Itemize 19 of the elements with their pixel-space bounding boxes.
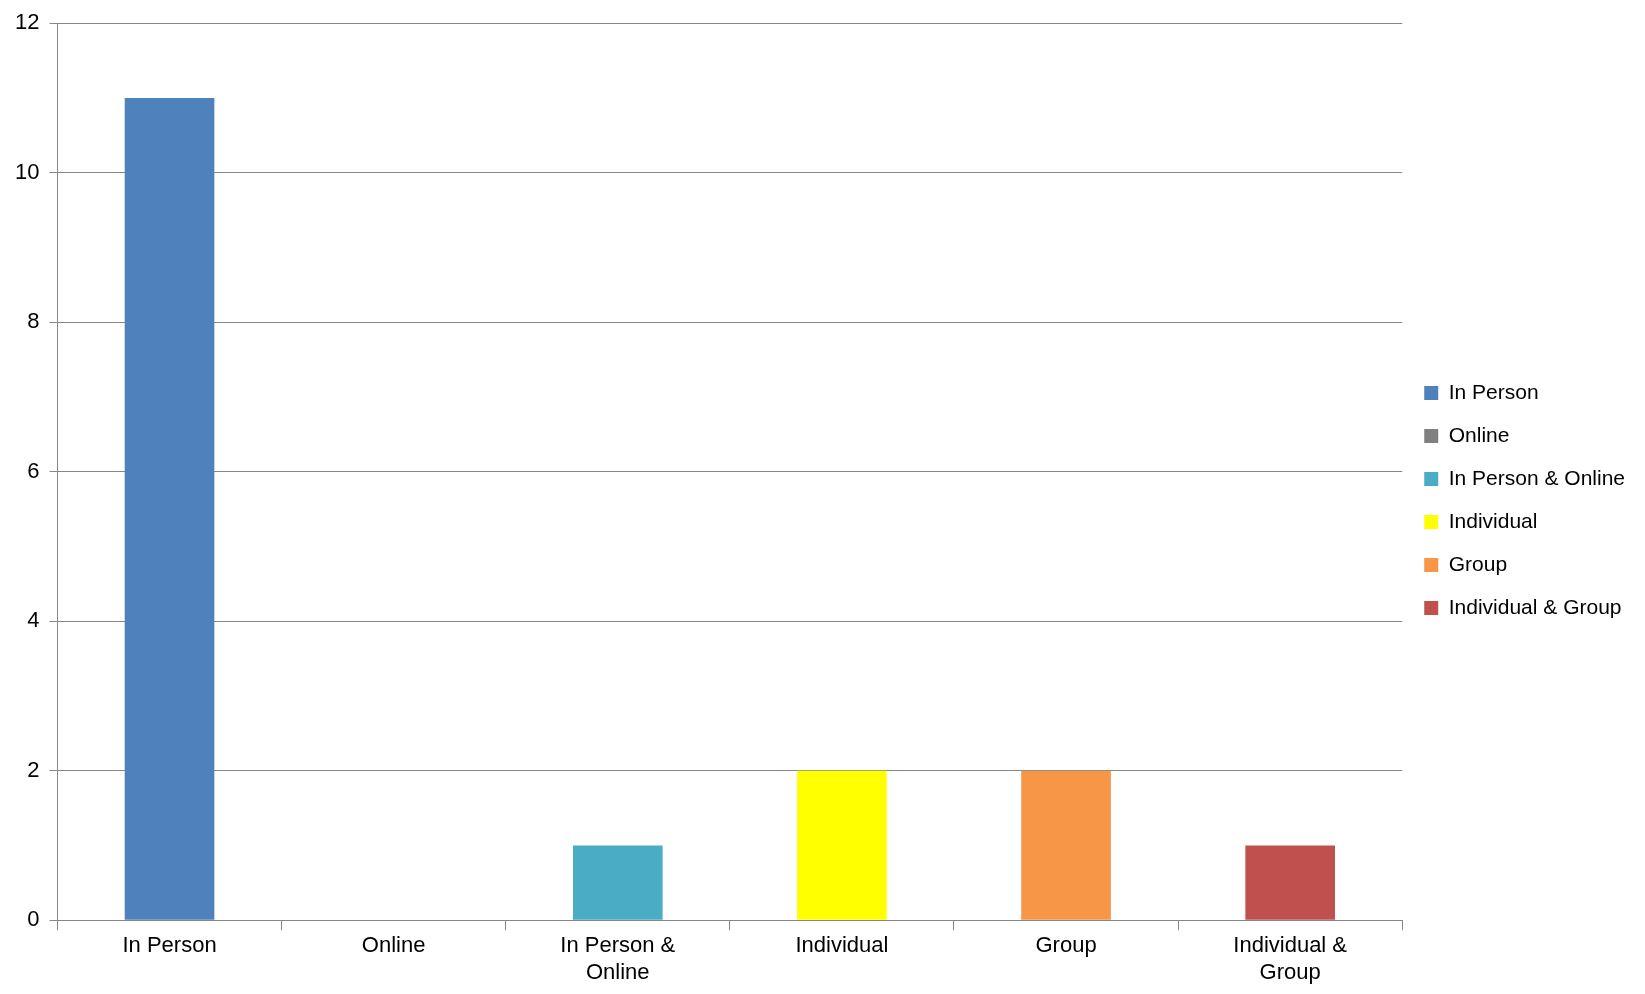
legend-label: Individual & Group xyxy=(1448,594,1622,618)
y-tick-label: 4 xyxy=(27,607,40,633)
x-tick-label: In Person xyxy=(122,932,217,958)
x-tick-label: Individual xyxy=(795,932,889,958)
x-tick-label: Individual & Group xyxy=(1233,932,1348,984)
x-tick-label: In Person & Online xyxy=(560,932,676,984)
x-tick-label: Group xyxy=(1035,932,1097,958)
y-tick-label: 12 xyxy=(14,9,40,35)
y-tick-label: 8 xyxy=(27,308,40,334)
legend-label: In Person & Online xyxy=(1448,465,1625,489)
y-tick-label: 0 xyxy=(27,906,40,932)
x-tick-label: Online xyxy=(361,932,426,958)
legend-label: Individual xyxy=(1448,508,1538,532)
y-tick-label: 6 xyxy=(27,457,40,483)
legend-label: In Person xyxy=(1448,379,1539,403)
legend-label: Online xyxy=(1448,422,1510,446)
y-tick-label: 2 xyxy=(27,756,40,782)
y-tick-label: 10 xyxy=(14,158,40,184)
legend-label: Group xyxy=(1448,551,1508,575)
